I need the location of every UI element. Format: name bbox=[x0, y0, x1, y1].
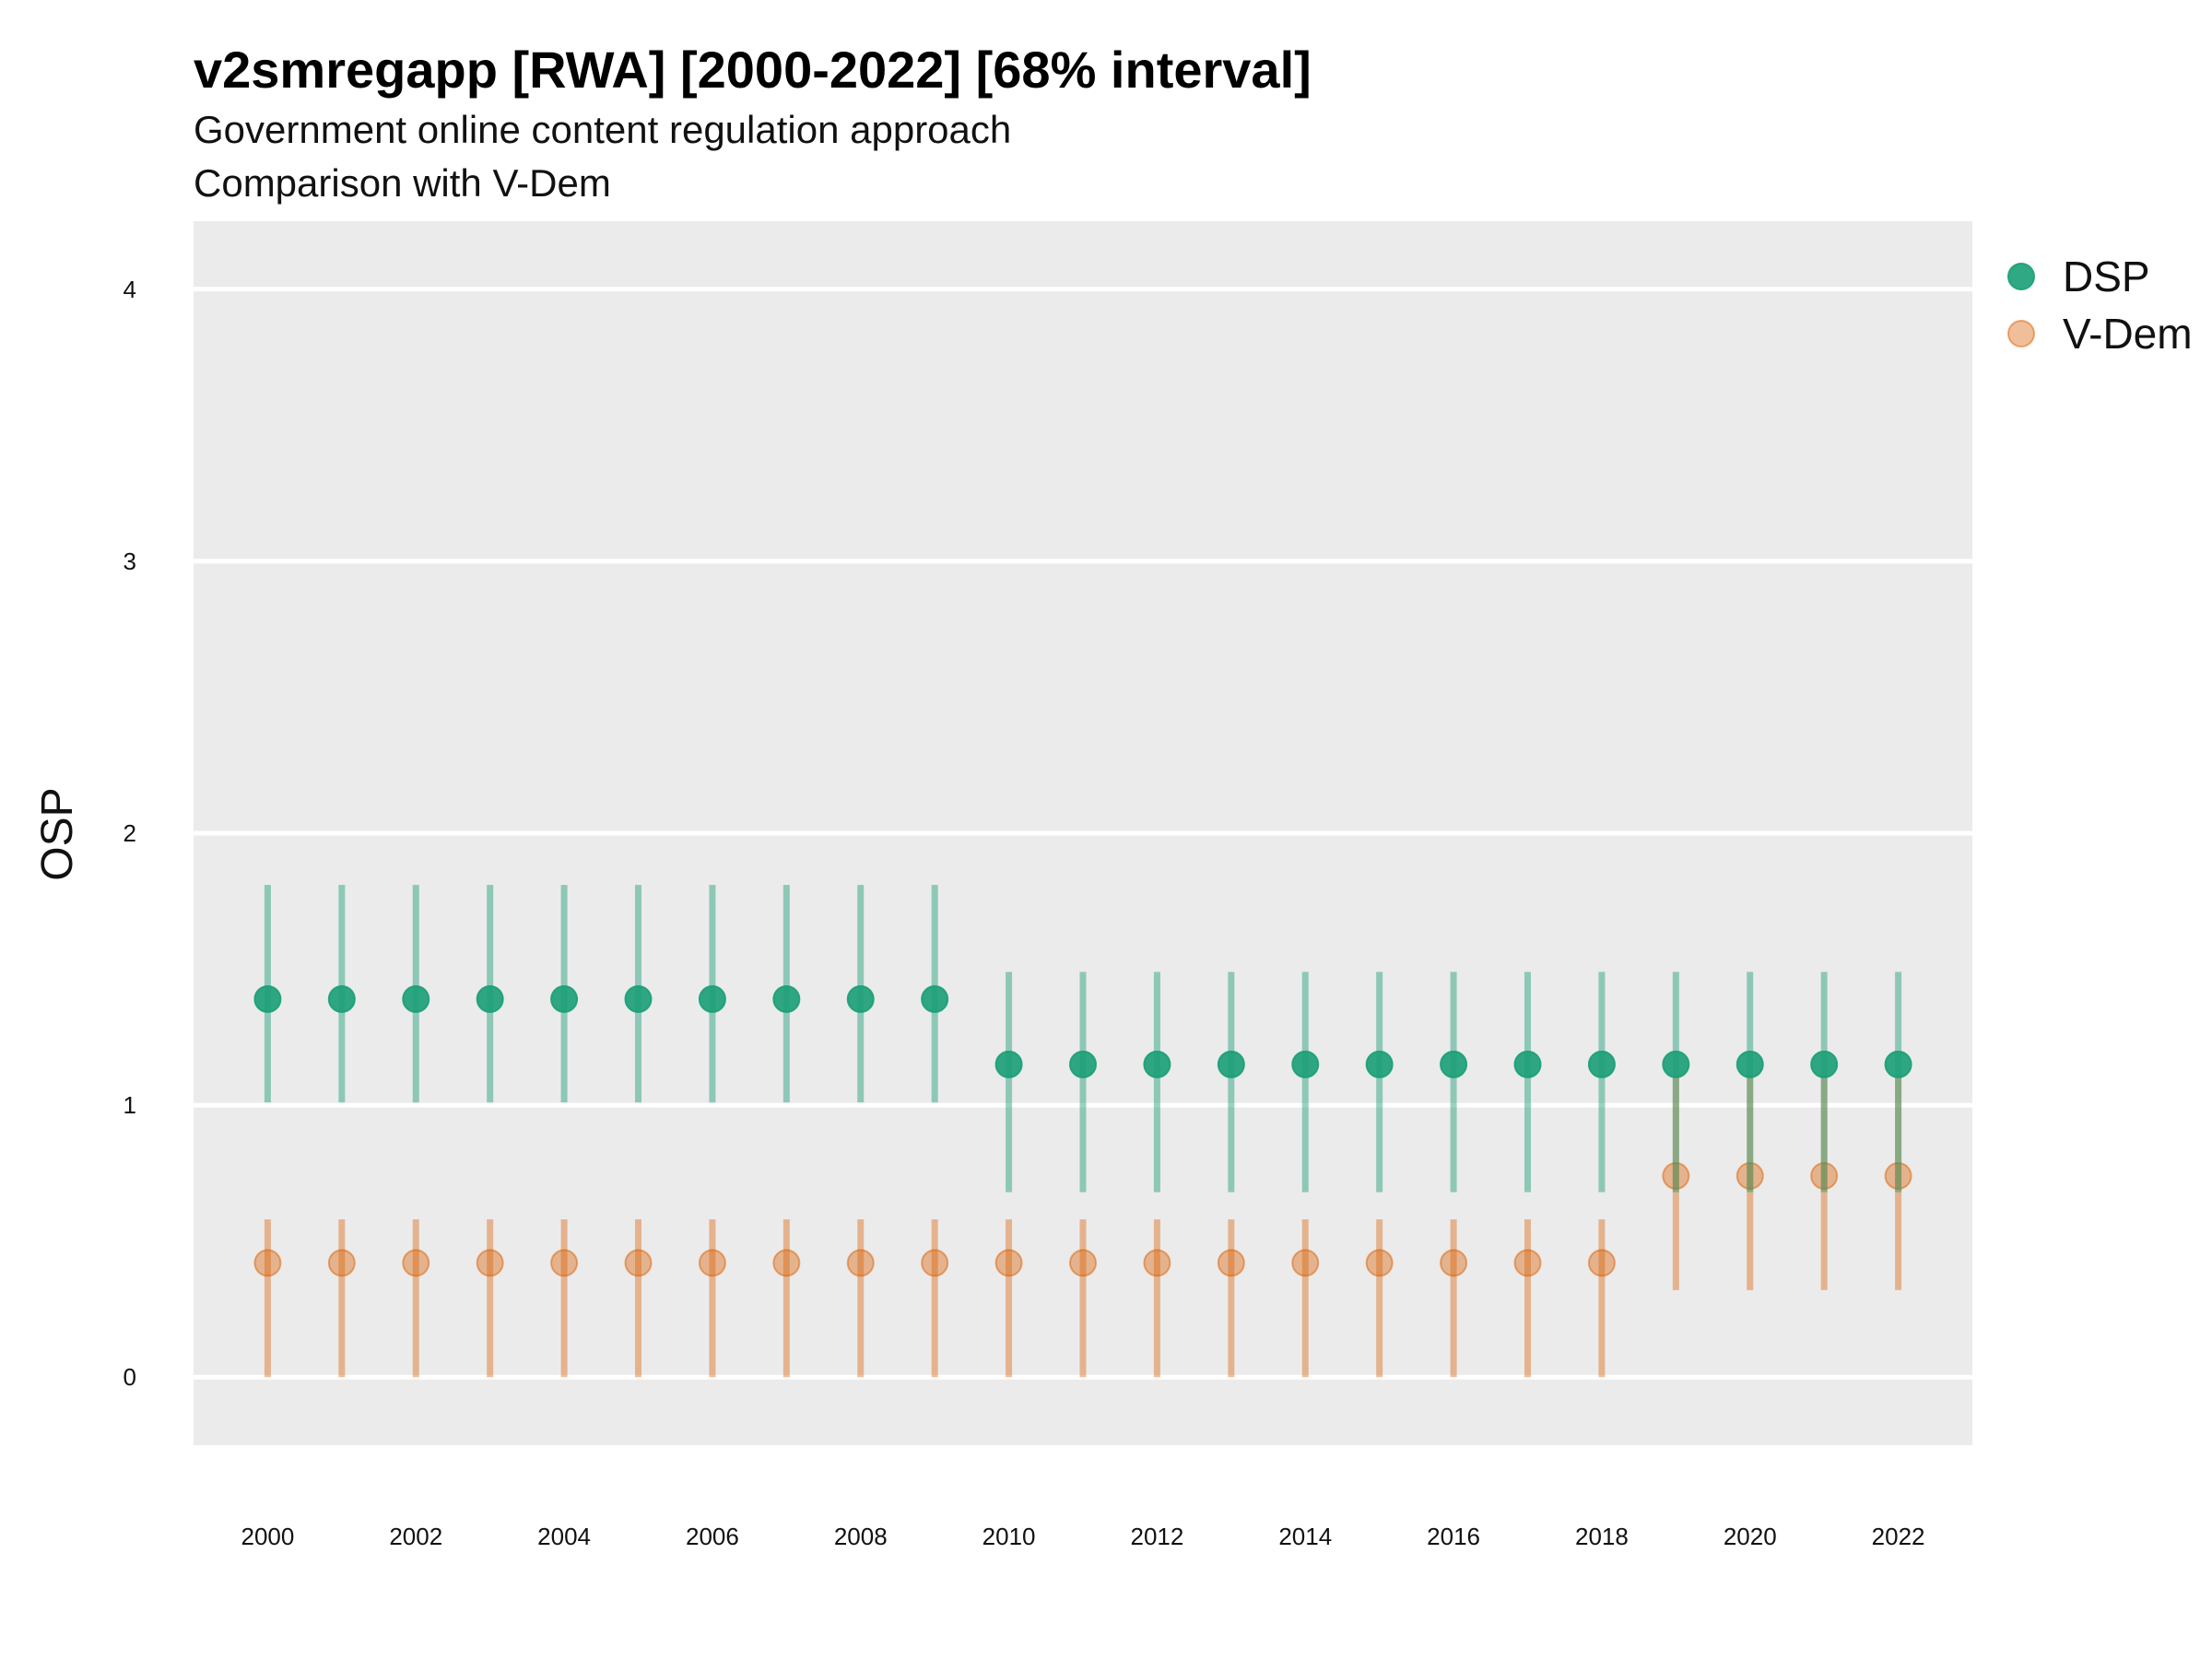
data-point bbox=[698, 985, 726, 1014]
grid-lines bbox=[194, 287, 1972, 1380]
data-point bbox=[624, 985, 653, 1014]
data-point bbox=[846, 985, 875, 1014]
x-tick-labels: 2000 2002 2004 2006 2008 2010 2012 2014 2016 2018… bbox=[241, 1523, 1924, 1550]
series-v-dem bbox=[253, 1075, 1912, 1378]
data-point bbox=[327, 985, 356, 1014]
data-point bbox=[994, 1249, 1023, 1277]
series-dsp bbox=[253, 885, 1912, 1193]
data-point bbox=[476, 1249, 504, 1277]
data-point bbox=[476, 985, 504, 1014]
data-point bbox=[698, 1249, 726, 1277]
data-point bbox=[1884, 1161, 1912, 1190]
data-point bbox=[1884, 1050, 1912, 1078]
y-tick-label: 3 bbox=[124, 547, 136, 575]
series-layer bbox=[253, 885, 1912, 1378]
x-tick-label: 2002 bbox=[389, 1523, 442, 1550]
data-point bbox=[1365, 1249, 1394, 1277]
data-point bbox=[846, 1249, 875, 1277]
x-tick-label: 2010 bbox=[982, 1523, 1036, 1550]
data-point bbox=[624, 1249, 653, 1277]
y-tick-label: 4 bbox=[124, 276, 136, 303]
y-tick-label: 2 bbox=[124, 819, 136, 847]
data-point bbox=[1217, 1249, 1245, 1277]
legend-key bbox=[2007, 320, 2035, 347]
x-tick-label: 2012 bbox=[1130, 1523, 1183, 1550]
data-point bbox=[1587, 1050, 1616, 1078]
data-point bbox=[1513, 1050, 1542, 1078]
x-tick-label: 2008 bbox=[834, 1523, 888, 1550]
data-point bbox=[1217, 1050, 1245, 1078]
legend-key bbox=[2007, 263, 2035, 290]
data-point bbox=[1069, 1050, 1097, 1078]
data-point bbox=[550, 1249, 579, 1277]
y-tick-label: 0 bbox=[124, 1363, 136, 1391]
x-tick-label: 2016 bbox=[1427, 1523, 1480, 1550]
data-point bbox=[1662, 1161, 1690, 1190]
x-tick-label: 2006 bbox=[686, 1523, 739, 1550]
legend-label: V-Dem bbox=[2063, 310, 2193, 358]
data-point bbox=[1440, 1050, 1468, 1078]
data-point bbox=[1365, 1050, 1394, 1078]
x-tick-label: 2014 bbox=[1278, 1523, 1332, 1550]
data-point bbox=[1143, 1249, 1171, 1277]
y-axis-label: OSP bbox=[33, 787, 82, 880]
data-point bbox=[772, 985, 801, 1014]
data-point bbox=[1735, 1161, 1764, 1190]
x-tick-label: 2020 bbox=[1724, 1523, 1777, 1550]
legend: DSP V-Dem bbox=[2007, 253, 2193, 358]
x-tick-label: 2004 bbox=[537, 1523, 591, 1550]
data-point bbox=[1735, 1050, 1764, 1078]
x-tick-label: 2022 bbox=[1872, 1523, 1925, 1550]
data-point bbox=[327, 1249, 356, 1277]
data-point bbox=[253, 1249, 282, 1277]
chart-subtitle-2: Comparison with V-Dem bbox=[194, 161, 611, 205]
legend-label: DSP bbox=[2063, 253, 2150, 300]
x-tick-label: 2000 bbox=[241, 1523, 294, 1550]
data-point bbox=[1291, 1249, 1320, 1277]
chart-subtitle: Government online content regulation app… bbox=[194, 108, 1011, 151]
data-point bbox=[1810, 1161, 1839, 1190]
y-tick-labels: 0 1 2 3 4 bbox=[124, 276, 136, 1391]
data-point bbox=[402, 985, 430, 1014]
data-point bbox=[994, 1050, 1023, 1078]
data-point bbox=[921, 985, 949, 1014]
data-point bbox=[1662, 1050, 1690, 1078]
data-point bbox=[1069, 1249, 1097, 1277]
x-tick-label: 2018 bbox=[1575, 1523, 1629, 1550]
y-tick-label: 1 bbox=[124, 1091, 136, 1119]
data-point bbox=[1440, 1249, 1468, 1277]
data-point bbox=[1587, 1249, 1616, 1277]
chart-title: v2smregapp [RWA] [2000-2022] [68% interv… bbox=[194, 41, 1312, 99]
data-point bbox=[550, 985, 579, 1014]
data-point bbox=[1810, 1050, 1839, 1078]
data-point bbox=[1513, 1249, 1542, 1277]
data-point bbox=[253, 985, 282, 1014]
data-point bbox=[1143, 1050, 1171, 1078]
data-point bbox=[402, 1249, 430, 1277]
data-point bbox=[772, 1249, 801, 1277]
data-point bbox=[921, 1249, 949, 1277]
data-point bbox=[1291, 1050, 1320, 1078]
